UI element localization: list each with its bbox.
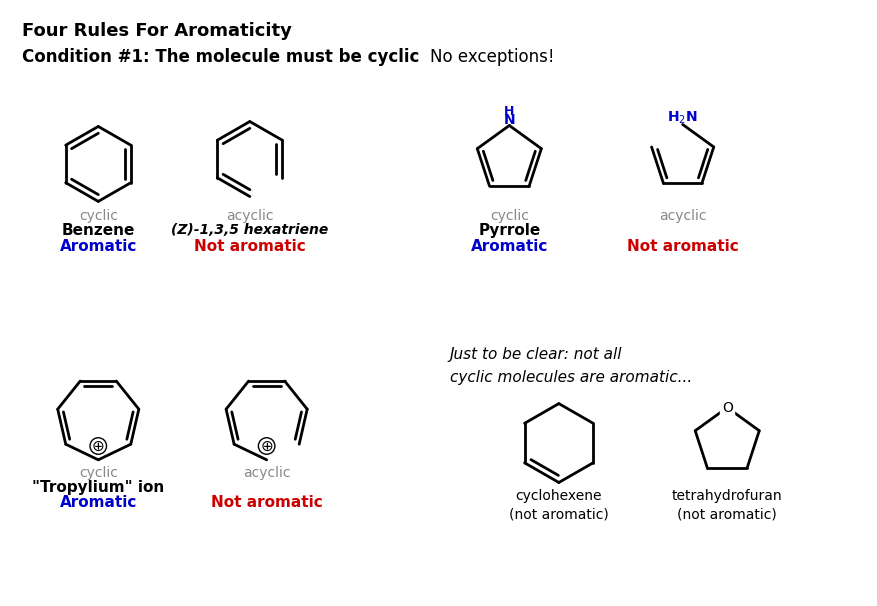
Text: acyclic: acyclic <box>243 466 290 480</box>
Text: acyclic: acyclic <box>658 209 706 223</box>
Text: ⊕: ⊕ <box>92 439 104 453</box>
Text: ⊕: ⊕ <box>260 439 273 453</box>
Text: cyclohexene
(not aromatic): cyclohexene (not aromatic) <box>509 490 608 522</box>
Text: Benzene: Benzene <box>61 223 135 238</box>
Text: Not aromatic: Not aromatic <box>626 239 738 254</box>
Text: Condition #1: The molecule must be cyclic: Condition #1: The molecule must be cycli… <box>22 47 419 65</box>
Text: Aromatic: Aromatic <box>60 495 137 510</box>
Text: H$_2$N: H$_2$N <box>667 110 697 127</box>
Text: Aromatic: Aromatic <box>470 239 547 254</box>
Text: Just to be clear: not all
cyclic molecules are aromatic...: Just to be clear: not all cyclic molecul… <box>449 347 691 385</box>
Text: "Tropylium" ion: "Tropylium" ion <box>32 479 164 494</box>
Text: O: O <box>721 401 731 415</box>
Text: cyclic: cyclic <box>489 209 528 223</box>
Text: cyclic: cyclic <box>79 466 118 480</box>
Text: cyclic: cyclic <box>79 209 118 223</box>
Text: Four Rules For Aromaticity: Four Rules For Aromaticity <box>22 22 291 40</box>
Text: H: H <box>503 105 514 118</box>
Text: Not aromatic: Not aromatic <box>210 495 322 510</box>
Text: Aromatic: Aromatic <box>60 239 137 254</box>
Text: N: N <box>503 113 515 127</box>
Text: (Z)-1,3,5 hexatriene: (Z)-1,3,5 hexatriene <box>171 223 328 237</box>
Text: acyclic: acyclic <box>225 209 274 223</box>
Text: tetrahydrofuran
(not aromatic): tetrahydrofuran (not aromatic) <box>671 490 781 522</box>
Text: No exceptions!: No exceptions! <box>430 47 554 65</box>
Text: Not aromatic: Not aromatic <box>194 239 305 254</box>
Text: Pyrrole: Pyrrole <box>478 223 540 238</box>
